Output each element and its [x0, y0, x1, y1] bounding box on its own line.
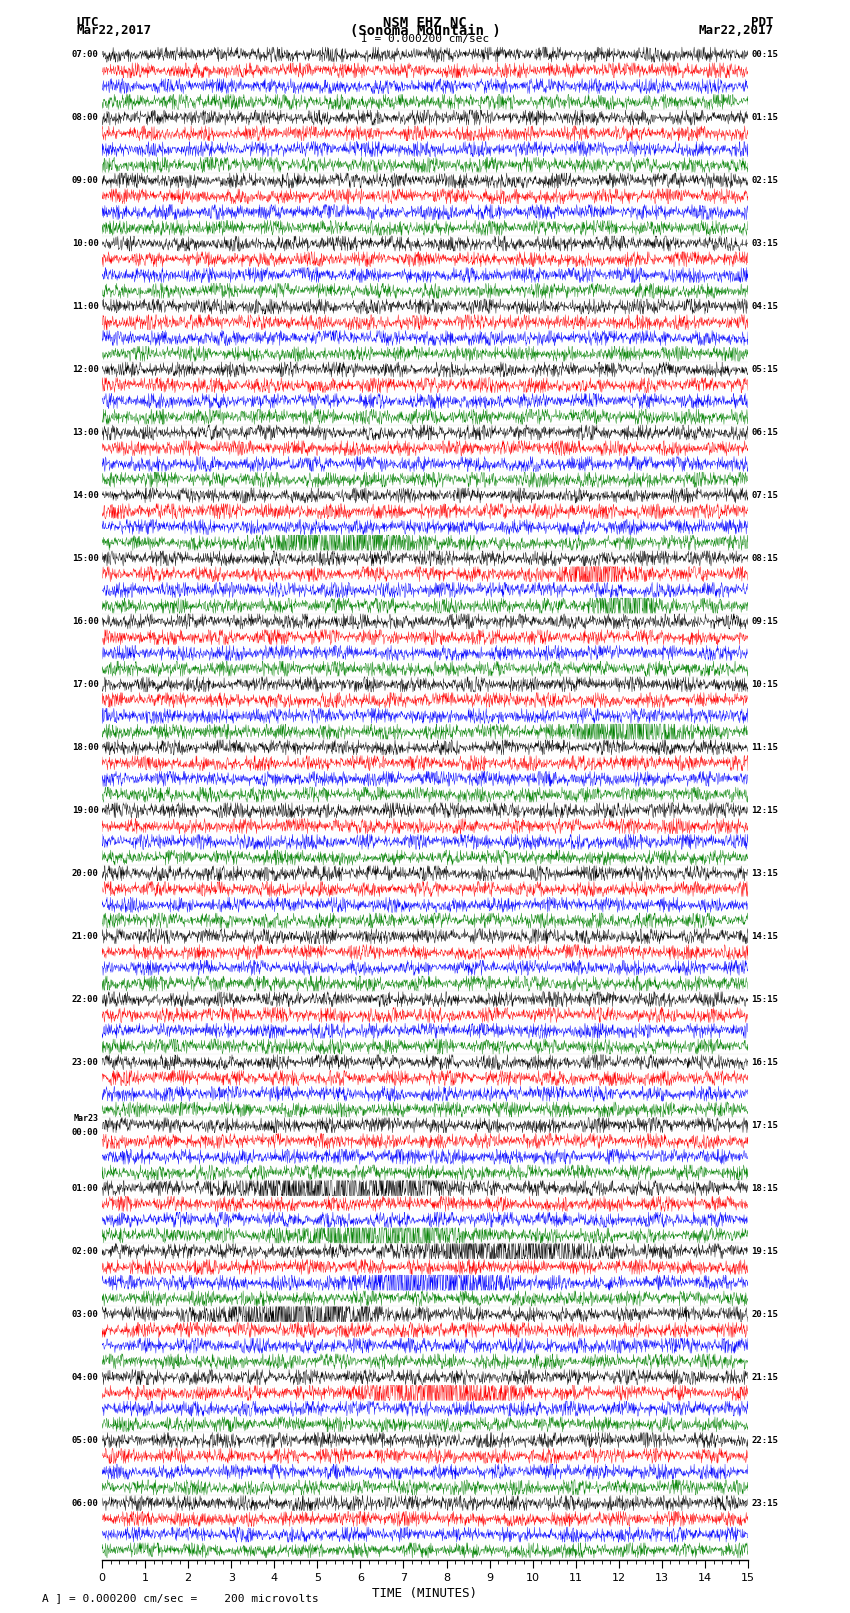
Text: 05:00: 05:00 [72, 1436, 99, 1445]
Text: 06:00: 06:00 [72, 1498, 99, 1508]
Text: 07:15: 07:15 [751, 490, 778, 500]
Text: 08:15: 08:15 [751, 553, 778, 563]
Text: 10:00: 10:00 [72, 239, 99, 248]
Text: 00:15: 00:15 [751, 50, 778, 60]
Text: I = 0.000200 cm/sec: I = 0.000200 cm/sec [361, 34, 489, 44]
Text: 02:00: 02:00 [72, 1247, 99, 1255]
Text: 13:15: 13:15 [751, 869, 778, 877]
Text: 00:00: 00:00 [72, 1127, 99, 1137]
Text: 12:15: 12:15 [751, 806, 778, 815]
Text: (Sonoma Mountain ): (Sonoma Mountain ) [349, 24, 501, 39]
Text: 14:15: 14:15 [751, 932, 778, 940]
Text: 16:15: 16:15 [751, 1058, 778, 1066]
Text: 18:15: 18:15 [751, 1184, 778, 1192]
Text: 22:00: 22:00 [72, 995, 99, 1003]
Text: UTC: UTC [76, 16, 99, 29]
Text: 01:15: 01:15 [751, 113, 778, 123]
Text: 03:00: 03:00 [72, 1310, 99, 1319]
Text: A ] = 0.000200 cm/sec =    200 microvolts: A ] = 0.000200 cm/sec = 200 microvolts [42, 1594, 320, 1603]
Text: 12:00: 12:00 [72, 365, 99, 374]
Text: 20:00: 20:00 [72, 869, 99, 877]
Text: 23:00: 23:00 [72, 1058, 99, 1066]
Text: 10:15: 10:15 [751, 681, 778, 689]
X-axis label: TIME (MINUTES): TIME (MINUTES) [372, 1587, 478, 1600]
Text: 13:00: 13:00 [72, 427, 99, 437]
Text: 17:00: 17:00 [72, 681, 99, 689]
Text: 23:15: 23:15 [751, 1498, 778, 1508]
Text: 11:00: 11:00 [72, 302, 99, 311]
Text: 03:15: 03:15 [751, 239, 778, 248]
Text: 04:15: 04:15 [751, 302, 778, 311]
Text: 09:15: 09:15 [751, 616, 778, 626]
Text: 19:15: 19:15 [751, 1247, 778, 1255]
Text: 02:15: 02:15 [751, 176, 778, 185]
Text: PDT: PDT [751, 16, 774, 29]
Text: 07:00: 07:00 [72, 50, 99, 60]
Text: NSM EHZ NC: NSM EHZ NC [383, 16, 467, 31]
Text: Mar22,2017: Mar22,2017 [76, 24, 151, 37]
Text: 16:00: 16:00 [72, 616, 99, 626]
Text: 05:15: 05:15 [751, 365, 778, 374]
Text: Mar23: Mar23 [74, 1115, 99, 1123]
Text: 19:00: 19:00 [72, 806, 99, 815]
Text: 11:15: 11:15 [751, 744, 778, 752]
Text: 15:15: 15:15 [751, 995, 778, 1003]
Text: 01:00: 01:00 [72, 1184, 99, 1192]
Text: 08:00: 08:00 [72, 113, 99, 123]
Text: 21:00: 21:00 [72, 932, 99, 940]
Text: 18:00: 18:00 [72, 744, 99, 752]
Text: 15:00: 15:00 [72, 553, 99, 563]
Text: 17:15: 17:15 [751, 1121, 778, 1129]
Text: 21:15: 21:15 [751, 1373, 778, 1382]
Text: 06:15: 06:15 [751, 427, 778, 437]
Text: 22:15: 22:15 [751, 1436, 778, 1445]
Text: 20:15: 20:15 [751, 1310, 778, 1319]
Text: Mar22,2017: Mar22,2017 [699, 24, 774, 37]
Text: 09:00: 09:00 [72, 176, 99, 185]
Text: 14:00: 14:00 [72, 490, 99, 500]
Text: 04:00: 04:00 [72, 1373, 99, 1382]
